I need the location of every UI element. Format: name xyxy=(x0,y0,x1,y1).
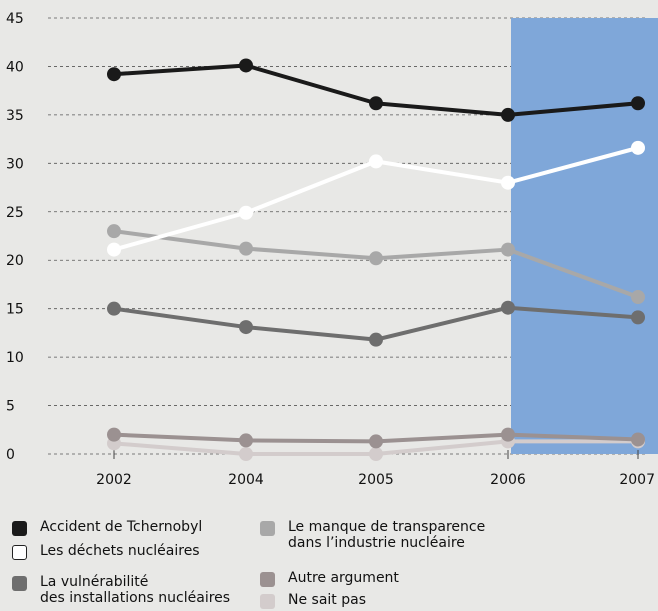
data-point-le-manque-de-transparence xyxy=(631,290,645,305)
legend-item-tchernobyl: Accident de Tchernobyl xyxy=(12,519,202,536)
x-tick-label: 2006 xyxy=(490,472,526,488)
data-point-le-manque-de-transparence xyxy=(369,251,383,266)
legend-label-dechets: Les déchets nucléaires xyxy=(40,543,200,559)
x-tick-label: 2002 xyxy=(96,472,132,488)
data-point-accident-de-tchernobyl xyxy=(501,107,515,122)
series-le-manque-de-transparence xyxy=(107,224,645,305)
legend-item-autre: Autre argument xyxy=(260,570,399,587)
series-accident-de-tchernobyl xyxy=(107,58,645,122)
legend-item-vulnerabilite: La vulnérabilité des installations nuclé… xyxy=(12,574,230,606)
data-point-autre-argument xyxy=(369,434,383,449)
data-point-accident-de-tchernobyl xyxy=(239,58,253,73)
data-point-la-vulnerabilite xyxy=(107,301,121,316)
y-tick-label: 40 xyxy=(6,59,24,75)
legend-item-dechets: Les déchets nucléaires xyxy=(12,543,200,560)
highlight-band-rect xyxy=(511,18,658,454)
data-point-accident-de-tchernobyl xyxy=(369,96,383,111)
axes: 0 5 10 15 20 25 30 35 40 45 2002 2004 2005 2006 2007 xyxy=(6,11,655,488)
series-autre-argument xyxy=(107,427,645,449)
legend-swatch-ne-sait-pas xyxy=(260,594,275,609)
data-point-les-dechets-nucleaires xyxy=(107,242,121,257)
legend-label-autre: Autre argument xyxy=(288,570,399,586)
y-tick-label: 5 xyxy=(6,399,15,415)
data-point-autre-argument xyxy=(239,433,253,448)
data-point-le-manque-de-transparence xyxy=(239,241,253,256)
y-tick-label: 15 xyxy=(6,302,24,318)
data-point-ne-sait-pas xyxy=(239,447,253,461)
data-point-le-manque-de-transparence xyxy=(107,224,121,239)
y-tick-label: 0 xyxy=(6,447,15,463)
data-point-accident-de-tchernobyl xyxy=(107,67,121,82)
highlight-band xyxy=(511,18,658,454)
legend-item-transparence: Le manque de transparence dans l’industr… xyxy=(260,519,485,551)
data-point-autre-argument xyxy=(107,427,121,442)
line-chart: 0 5 10 15 20 25 30 35 40 45 2002 2004 2005 2006 2007 xyxy=(6,11,658,488)
legend-label-transparence: Le manque de transparence dans l’industr… xyxy=(288,519,486,551)
data-point-les-dechets-nucleaires xyxy=(239,205,253,220)
x-tick-label: 2005 xyxy=(358,472,394,488)
data-point-autre-argument xyxy=(631,432,645,447)
y-tick-label: 10 xyxy=(6,350,24,366)
legend-swatch-dechets xyxy=(12,545,27,560)
legend-swatch-transparence xyxy=(260,521,275,536)
legend-swatch-tchernobyl xyxy=(12,521,27,536)
legend-label-tchernobyl: Accident de Tchernobyl xyxy=(40,519,203,535)
data-point-les-dechets-nucleaires xyxy=(631,140,645,155)
legend-swatch-vulnerabilite xyxy=(12,576,27,591)
data-point-la-vulnerabilite xyxy=(239,320,253,335)
y-tick-label: 25 xyxy=(6,205,24,221)
series-layer xyxy=(107,58,645,461)
y-tick-label: 35 xyxy=(6,108,24,124)
data-point-accident-de-tchernobyl xyxy=(631,96,645,111)
series-la-vulnerabilite xyxy=(107,300,645,347)
x-tick-label: 2007 xyxy=(619,472,655,488)
data-point-la-vulnerabilite xyxy=(631,310,645,325)
legend-item-ne-sait-pas: Ne sait pas xyxy=(260,592,366,609)
data-point-la-vulnerabilite xyxy=(369,332,383,347)
data-point-le-manque-de-transparence xyxy=(501,242,515,257)
legend-label-vulnerabilite: La vulnérabilité des installations nuclé… xyxy=(40,574,231,606)
y-tick-label: 20 xyxy=(6,253,24,269)
data-point-les-dechets-nucleaires xyxy=(369,154,383,169)
data-point-autre-argument xyxy=(501,427,515,442)
legend-label-ne-sait-pas: Ne sait pas xyxy=(288,592,366,608)
data-point-ne-sait-pas xyxy=(369,447,383,461)
series-les-dechets-nucleaires xyxy=(107,140,645,257)
legend-swatch-autre xyxy=(260,572,275,587)
data-point-les-dechets-nucleaires xyxy=(501,175,515,190)
x-tick-label: 2004 xyxy=(228,472,264,488)
y-tick-label: 45 xyxy=(6,11,24,27)
y-tick-label: 30 xyxy=(6,156,24,172)
data-point-la-vulnerabilite xyxy=(501,300,515,315)
